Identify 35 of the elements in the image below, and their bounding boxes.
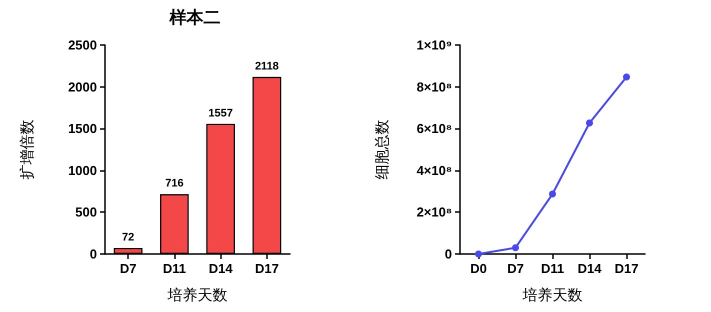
chart-title: 样本二: [168, 8, 220, 27]
data-label: 1557: [208, 107, 233, 120]
x-axis-title: 培养天数: [522, 287, 582, 304]
y-tick-label: 0: [90, 246, 97, 262]
x-tick-label: D17: [614, 261, 638, 276]
data-label: 72: [122, 231, 134, 244]
x-tick-label: D11: [162, 261, 186, 276]
y-tick-label: 2×10⁸: [416, 204, 452, 220]
y-tick-label: 1000: [68, 162, 97, 178]
y-axis-title: 细胞总数: [374, 120, 391, 180]
y-tick-label: 1500: [68, 121, 97, 136]
x-tick-label: D11: [540, 261, 564, 276]
y-tick-label: 4×10⁸: [416, 162, 452, 178]
y-axis-title: 扩增倍数: [19, 120, 36, 180]
point: [549, 190, 556, 198]
y-tick-label: 1×10⁹: [416, 38, 452, 52]
point: [623, 73, 630, 80]
y-tick-label: 6×10⁸: [416, 121, 452, 136]
data-label: 2118: [254, 60, 279, 72]
y-tick-label: 500: [75, 204, 97, 220]
x-tick-label: D17: [254, 261, 279, 276]
y-tick-label: 2500: [68, 38, 97, 52]
data-label: 716: [165, 178, 184, 190]
x-tick-label: D14: [578, 261, 602, 276]
x-tick-label: D7: [507, 261, 524, 276]
x-axis-title: 培养天数: [166, 287, 228, 304]
point: [475, 250, 482, 258]
x-tick-label: D0: [470, 261, 487, 276]
point: [586, 119, 593, 126]
y-tick-label: 2000: [68, 79, 97, 94]
y-tick-label: 8×10⁸: [416, 79, 452, 94]
y-tick-label: 0: [444, 246, 452, 262]
point: [512, 244, 519, 252]
x-tick-label: D7: [120, 261, 136, 276]
x-tick-label: D14: [208, 261, 234, 276]
